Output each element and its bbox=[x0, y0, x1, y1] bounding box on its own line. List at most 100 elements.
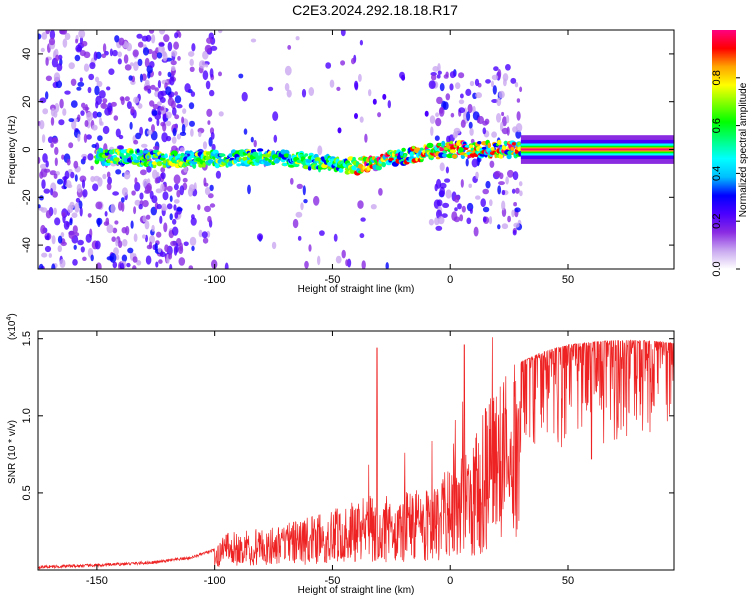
spectrogram-cell bbox=[473, 226, 479, 237]
spectrogram-cell bbox=[164, 244, 169, 252]
spectrogram-cell bbox=[497, 69, 502, 79]
spectrogram-cell bbox=[115, 238, 119, 247]
spectrogram-cell bbox=[430, 126, 434, 136]
spectrogram-cell bbox=[113, 115, 119, 121]
spectrogram-cell bbox=[437, 63, 441, 73]
spectrogram-cell bbox=[174, 32, 179, 39]
spectrogram-cell bbox=[207, 193, 214, 199]
spectrogram-cell bbox=[102, 98, 108, 104]
spectrogram-cell bbox=[149, 100, 155, 107]
spectrogram-cell bbox=[38, 156, 41, 164]
spectrogram-cell bbox=[162, 191, 169, 201]
spectrogram-cell bbox=[501, 200, 506, 211]
spectrogram-cell bbox=[498, 181, 505, 186]
spectrogram-cell bbox=[97, 135, 103, 142]
spectrogram-cell bbox=[146, 155, 150, 159]
spectrogram-cell bbox=[489, 199, 493, 207]
y-tick-label: 40 bbox=[21, 48, 33, 60]
spectrogram-cell bbox=[354, 82, 359, 91]
spectrogram-cell bbox=[463, 147, 469, 150]
spectrogram-cell bbox=[92, 183, 99, 192]
spectrogram-cell bbox=[492, 85, 497, 95]
spectrogram-cell bbox=[439, 146, 444, 152]
spectrogram-cell bbox=[74, 54, 81, 62]
spectrogram-cell bbox=[489, 160, 495, 168]
spectrogram-cell bbox=[295, 211, 303, 218]
spectrogram-cell bbox=[415, 157, 419, 162]
spectrogram-cell bbox=[182, 108, 187, 114]
spectrogram-cell bbox=[215, 170, 221, 179]
spectrogram-cell bbox=[120, 262, 125, 269]
spectrogram-cell bbox=[189, 66, 195, 73]
spectrogram-cell bbox=[68, 118, 75, 123]
spectrogram-cell bbox=[419, 147, 424, 151]
spectrogram-cell bbox=[290, 177, 294, 185]
spectrogram-cell bbox=[282, 162, 288, 167]
spectrogram-cell bbox=[43, 188, 51, 194]
spectrogram-cell bbox=[172, 107, 177, 116]
spectrogram-cell bbox=[514, 207, 521, 213]
spectrogram-cell bbox=[206, 108, 213, 117]
spectrogram-cell bbox=[471, 158, 478, 168]
spectrogram-cell bbox=[177, 56, 181, 61]
spectrogram-cell bbox=[191, 245, 195, 252]
spectrogram-cell bbox=[82, 189, 88, 198]
spectrogram-cell bbox=[168, 252, 173, 260]
spectrogram-cell bbox=[122, 239, 128, 247]
spectrogram-cell bbox=[39, 97, 47, 104]
spectrogram-cell bbox=[102, 43, 107, 53]
spectrogram-cell bbox=[171, 136, 177, 144]
spectrogram-cell bbox=[409, 151, 415, 157]
spectrogram-cell bbox=[514, 82, 519, 88]
spectrogram-cell bbox=[100, 148, 104, 154]
spectrogram-cell bbox=[151, 50, 158, 60]
spectrogram-cell bbox=[135, 132, 142, 140]
spectrogram-cell bbox=[101, 160, 106, 164]
spectrogram-cell bbox=[329, 79, 335, 88]
spectrogram-cell bbox=[61, 154, 65, 160]
spectrogram-cell bbox=[41, 32, 48, 40]
spectrogram-cell bbox=[151, 110, 158, 116]
spectrogram-cell bbox=[511, 188, 516, 194]
spectrogram-cell bbox=[110, 203, 116, 214]
spectrogram-cell bbox=[297, 235, 302, 241]
spectrogram-cell bbox=[160, 106, 165, 111]
spectrogram-cell bbox=[181, 123, 186, 134]
spectrogram-cell bbox=[112, 191, 119, 196]
spectrogram-cell bbox=[88, 73, 95, 81]
spectrogram-cell bbox=[198, 131, 202, 138]
spectrogram-cell bbox=[125, 225, 130, 236]
spectrogram-cell bbox=[362, 165, 366, 171]
spectrogram-cell bbox=[370, 204, 377, 210]
spectrogram-cell bbox=[335, 255, 342, 264]
spectrogram-cell bbox=[45, 210, 52, 219]
spectrogram-cell bbox=[173, 41, 180, 50]
spectrogram-cell bbox=[145, 214, 151, 220]
spectrogram-cell bbox=[359, 233, 365, 239]
spectrogram-cell bbox=[96, 217, 103, 226]
spectrogram-cell bbox=[133, 96, 140, 104]
y-tick-label: -40 bbox=[21, 237, 33, 253]
spectrogram-cell bbox=[42, 153, 48, 163]
spectrogram-cell bbox=[505, 176, 509, 185]
spectrogram-cell bbox=[498, 153, 504, 159]
spectrogram-cell bbox=[273, 134, 278, 143]
spectrogram-cell bbox=[127, 247, 134, 254]
spectrogram-cell bbox=[159, 251, 166, 258]
spectrogram-cell bbox=[241, 91, 248, 102]
spectrogram-cell bbox=[134, 181, 141, 192]
spectrogram-cell bbox=[184, 83, 191, 93]
spectrogram-cell bbox=[68, 142, 74, 149]
spectrogram-cell bbox=[149, 61, 155, 68]
spectrogram-cell bbox=[38, 204, 41, 209]
spectrogram-cell bbox=[250, 136, 254, 143]
spectrogram-cell bbox=[482, 216, 487, 223]
spectrogram-cell bbox=[174, 95, 182, 104]
spectrogram-cell bbox=[209, 89, 215, 97]
spectrogram-cell bbox=[218, 30, 223, 34]
spectrogram-cell bbox=[102, 125, 110, 135]
x-tick-label: -150 bbox=[86, 274, 108, 286]
spectrogram-cell bbox=[449, 71, 456, 79]
spectrogram-cell bbox=[513, 202, 517, 207]
spectrogram-cell bbox=[198, 163, 204, 168]
